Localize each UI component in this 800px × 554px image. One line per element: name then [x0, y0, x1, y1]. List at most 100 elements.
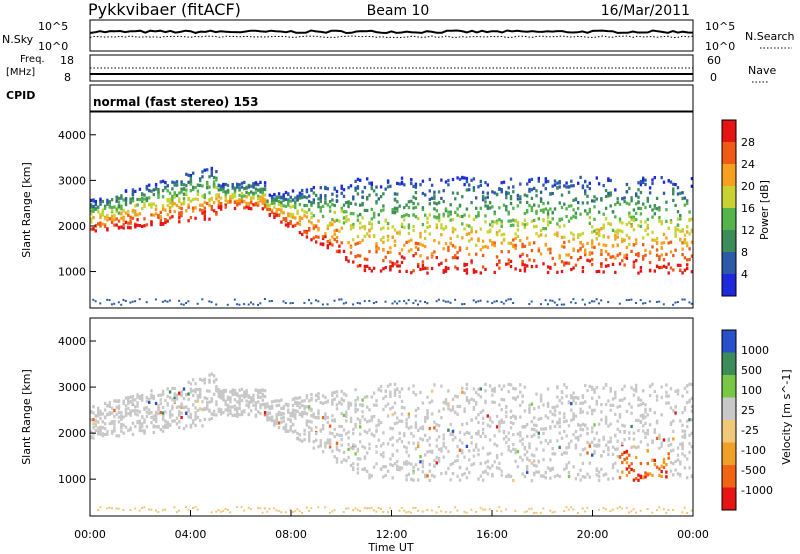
- heatmap-cell: [407, 441, 411, 445]
- heatmap-cell: [588, 210, 591, 214]
- heatmap-cell: [379, 209, 383, 213]
- heatmap-cell: [572, 433, 575, 437]
- heatmap-cell: [493, 244, 496, 248]
- heatmap-cell: [637, 473, 640, 477]
- heatmap-cell: [495, 233, 499, 237]
- heatmap-cell: [588, 442, 591, 446]
- heatmap-cell: [138, 395, 142, 399]
- heatmap-cell: [315, 398, 318, 403]
- heatmap-cell: [250, 201, 253, 205]
- heatmap-cell: [437, 409, 441, 413]
- heatmap-cell: [342, 188, 346, 192]
- heatmap-cell: [444, 511, 447, 513]
- heatmap-cell: [120, 196, 123, 200]
- heatmap-cell: [215, 176, 218, 180]
- heatmap-cell: [175, 396, 179, 400]
- heatmap-cell: [117, 301, 120, 304]
- heatmap-cell: [635, 259, 638, 263]
- heatmap-cell: [161, 204, 165, 208]
- heatmap-cell: [690, 254, 694, 258]
- heatmap-cell: [291, 213, 295, 217]
- heatmap-cell: [558, 425, 561, 429]
- heatmap-cell: [449, 236, 452, 241]
- heatmap-cell: [567, 253, 571, 257]
- heatmap-cell: [551, 406, 554, 410]
- heatmap-cell: [493, 212, 496, 216]
- heatmap-cell: [414, 414, 418, 418]
- heatmap-cell: [92, 226, 95, 231]
- heatmap-cell: [539, 511, 542, 514]
- heatmap-cell: [222, 183, 225, 187]
- heatmap-cell: [294, 196, 297, 200]
- heatmap-cell: [468, 224, 471, 228]
- heatmap-cell: [245, 205, 248, 209]
- heatmap-cell: [563, 303, 566, 306]
- heatmap-cell: [291, 215, 295, 219]
- heatmap-cell: [363, 455, 367, 459]
- heatmap-cell: [440, 178, 443, 182]
- heatmap-cell: [284, 403, 288, 407]
- heatmap-cell: [359, 425, 362, 429]
- heatmap-cell: [171, 407, 174, 411]
- heatmap-cell: [296, 209, 299, 213]
- heatmap-cell: [122, 423, 125, 427]
- heatmap-cell: [451, 461, 455, 466]
- heatmap-cell: [461, 222, 464, 226]
- heatmap-cell: [623, 438, 626, 442]
- heatmap-cell: [454, 394, 457, 398]
- heatmap-cell: [475, 215, 478, 219]
- heatmap-cell: [120, 417, 123, 421]
- heatmap-cell: [544, 471, 547, 475]
- heatmap-cell: [639, 179, 643, 184]
- heatmap-cell: [377, 220, 380, 224]
- heatmap-cell: [261, 194, 264, 198]
- heatmap-cell: [556, 404, 559, 408]
- heatmap-cell: [282, 198, 285, 202]
- heatmap-cell: [484, 220, 487, 224]
- heatmap-cell: [345, 393, 348, 397]
- heatmap-cell: [236, 409, 239, 413]
- heatmap-cell: [143, 406, 146, 410]
- heatmap-cell: [591, 239, 594, 243]
- heatmap-cell: [639, 403, 643, 407]
- heatmap-cell: [470, 463, 473, 467]
- heatmap-cell: [164, 398, 167, 402]
- heatmap-cell: [669, 266, 673, 270]
- heatmap-cell: [150, 220, 153, 224]
- heatmap-cell: [591, 412, 594, 416]
- heatmap-cell: [175, 405, 179, 409]
- heatmap-cell: [658, 257, 661, 261]
- heatmap-cell: [553, 207, 557, 211]
- heatmap-cell: [660, 470, 663, 474]
- heatmap-cell: [236, 182, 239, 186]
- heatmap-cell: [560, 269, 564, 274]
- heatmap-cell: [639, 224, 643, 228]
- heatmap-cell: [644, 410, 647, 414]
- heatmap-cell: [591, 385, 594, 389]
- heatmap-cell: [400, 506, 403, 509]
- heatmap-cell: [681, 298, 684, 301]
- heatmap-cell: [379, 195, 383, 199]
- heatmap-cell: [359, 510, 361, 512]
- heatmap-cell: [356, 234, 360, 239]
- heatmap-cell: [421, 438, 425, 442]
- heatmap-cell: [565, 446, 568, 450]
- heatmap-cell: [676, 453, 680, 457]
- heatmap-cell: [250, 196, 253, 200]
- heatmap-cell: [533, 259, 536, 263]
- heatmap-cell: [521, 222, 524, 226]
- heatmap-cell: [270, 415, 274, 419]
- heatmap-cell: [549, 425, 552, 429]
- heatmap-cell: [500, 420, 503, 424]
- heatmap-cell: [192, 185, 195, 189]
- heatmap-cell: [134, 223, 137, 227]
- heatmap-cell: [660, 265, 663, 269]
- heatmap-cell: [152, 213, 155, 217]
- heatmap-cell: [201, 408, 204, 412]
- heatmap-cell: [681, 191, 684, 195]
- heatmap-cell: [667, 241, 670, 245]
- heatmap-cell: [514, 396, 517, 401]
- heatmap-cell: [127, 395, 130, 400]
- heatmap-cell: [192, 393, 195, 398]
- heatmap-cell: [192, 198, 195, 202]
